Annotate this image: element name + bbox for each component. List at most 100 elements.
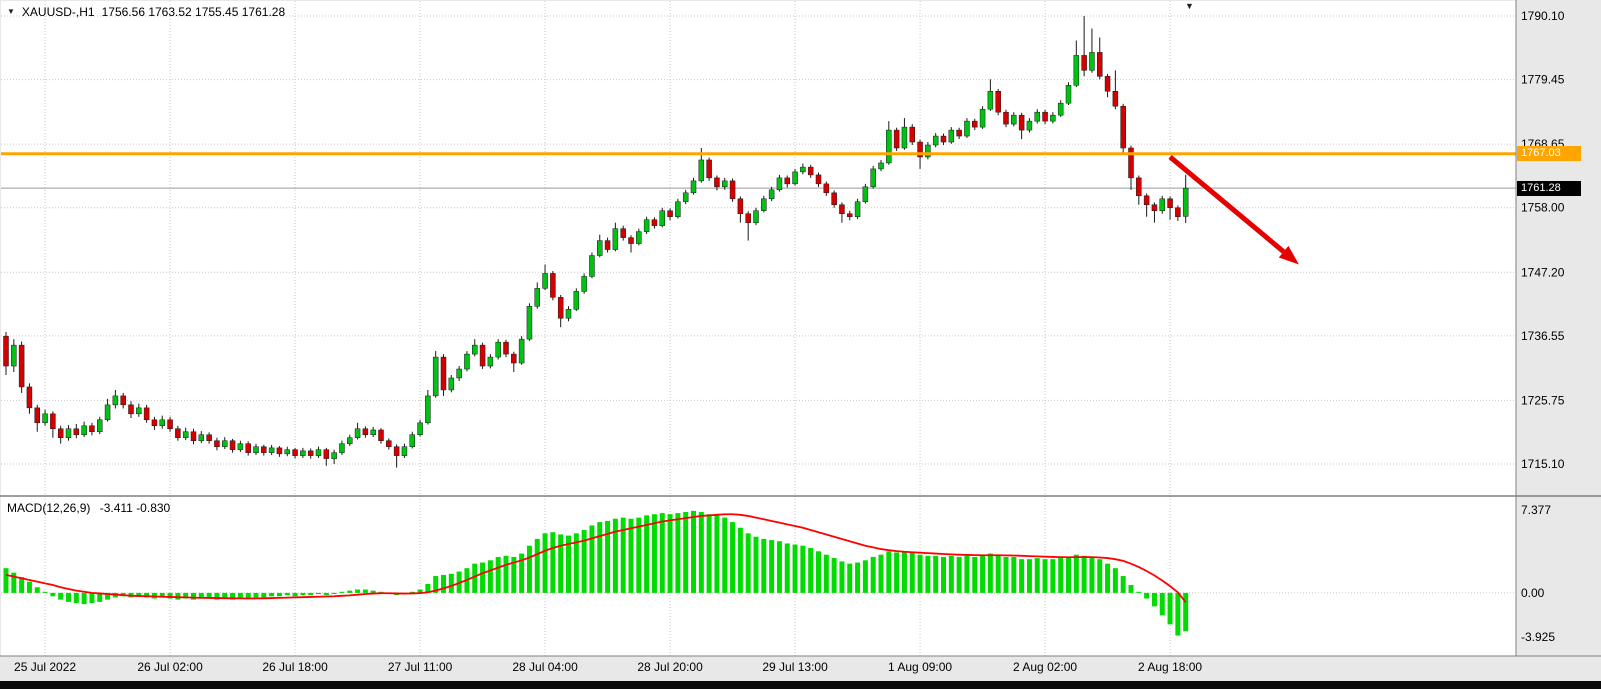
macd-histogram-bar xyxy=(1089,556,1095,593)
candle xyxy=(1167,196,1173,220)
macd-histogram-bar xyxy=(1011,556,1017,593)
candle xyxy=(432,351,439,398)
macd-histogram-bar xyxy=(1097,559,1103,593)
candle xyxy=(57,425,64,444)
macd-histogram-bar xyxy=(675,513,681,593)
macd-histogram-bar xyxy=(542,533,548,593)
macd-histogram-bar xyxy=(987,553,993,593)
candle xyxy=(659,207,665,228)
macd-histogram-bar xyxy=(1066,556,1071,593)
time-tick-label: 27 Jul 11:00 xyxy=(388,660,453,674)
time-tick-label: 1 Aug 09:00 xyxy=(888,660,952,674)
time-tick-label: 26 Jul 18:00 xyxy=(262,660,328,674)
candle xyxy=(792,168,798,186)
macd-histogram-bar xyxy=(1151,592,1157,607)
candle xyxy=(1097,37,1103,80)
annotations-layer xyxy=(1,152,1516,265)
candle xyxy=(495,339,501,360)
macd-histogram-bar xyxy=(206,592,212,599)
macd-histogram-bar xyxy=(183,592,189,599)
candle xyxy=(440,354,447,396)
macd-histogram-bar xyxy=(628,518,634,593)
macd-layer xyxy=(3,510,1189,636)
macd-histogram-bar xyxy=(214,592,220,600)
chart-symbol-timeframe: XAUUSD-,H1 xyxy=(21,5,95,19)
chart-shift-icon[interactable]: ▼ xyxy=(1185,1,1194,11)
candle xyxy=(11,339,17,373)
candle xyxy=(1151,202,1158,223)
candle xyxy=(1089,28,1095,73)
candle xyxy=(237,440,244,453)
macd-histogram-bar xyxy=(230,592,236,600)
macd-histogram-bar xyxy=(331,592,337,595)
macd-histogram-bar xyxy=(698,511,704,593)
macd-histogram-bar xyxy=(19,577,25,593)
macd-histogram-bar xyxy=(487,560,493,593)
macd-histogram-bar xyxy=(1175,592,1181,636)
candle xyxy=(753,207,759,226)
candle xyxy=(229,438,236,453)
macd-histogram-bar xyxy=(1058,558,1064,593)
macd-histogram-bar xyxy=(362,589,368,593)
macd-histogram-bar xyxy=(1144,592,1150,599)
candle xyxy=(940,133,947,146)
candle xyxy=(1057,100,1064,117)
candle xyxy=(956,127,962,140)
candle xyxy=(292,447,298,459)
candle xyxy=(425,389,431,425)
candle xyxy=(972,118,978,131)
candle xyxy=(190,428,197,445)
macd-histogram-bar xyxy=(800,545,806,593)
candle xyxy=(456,366,462,381)
macd-histogram-bar xyxy=(355,589,361,593)
macd-histogram-bar xyxy=(706,514,712,593)
candle xyxy=(534,282,540,309)
macd-histogram-bar xyxy=(792,544,798,593)
candle xyxy=(65,425,72,441)
time-tick-label: 28 Jul 20:00 xyxy=(637,660,703,674)
time-tick-label: 28 Jul 04:00 xyxy=(512,660,578,674)
candle xyxy=(487,354,494,369)
macd-histogram-bar xyxy=(222,592,228,599)
macd-histogram-bar xyxy=(11,572,17,593)
macd-histogram-bar xyxy=(870,556,876,593)
chart-title: ▼ XAUUSD-,H1 1756.56 1763.52 1755.45 176… xyxy=(7,5,285,19)
candle xyxy=(839,202,845,223)
macd-histogram-bar xyxy=(995,554,1001,593)
macd-histogram-bar xyxy=(573,533,579,593)
candle xyxy=(831,190,837,208)
macd-histogram-bar xyxy=(1159,592,1165,616)
candle xyxy=(339,440,345,456)
macd-histogram-bar xyxy=(89,592,95,604)
candle xyxy=(401,443,408,459)
macd-histogram-bar xyxy=(159,592,165,598)
macd-histogram-bar xyxy=(558,534,564,593)
candle xyxy=(128,401,134,419)
chart-collapse-icon[interactable]: ▼ xyxy=(7,7,15,16)
macd-histogram-bar xyxy=(136,592,142,597)
candle xyxy=(1182,174,1189,223)
candle xyxy=(50,411,56,438)
candle xyxy=(1175,205,1181,221)
macd-histogram-bar xyxy=(441,574,446,593)
candle xyxy=(393,444,400,468)
macd-histogram-bar xyxy=(714,515,720,593)
candle xyxy=(1120,103,1126,154)
candle xyxy=(1136,175,1142,205)
macd-histogram-bar xyxy=(1183,592,1189,632)
macd-histogram-bar xyxy=(503,555,509,593)
candle xyxy=(651,217,658,229)
macd-histogram-bar xyxy=(667,514,673,593)
candle xyxy=(909,124,915,146)
trend-arrow[interactable] xyxy=(1168,155,1286,254)
macd-histogram-bar xyxy=(566,535,571,593)
candle xyxy=(104,398,111,422)
macd-histogram-bar xyxy=(167,592,173,599)
macd-histogram-bar xyxy=(589,525,595,593)
candle xyxy=(1112,70,1119,110)
candle xyxy=(925,142,931,160)
macd-signal-line xyxy=(5,513,1187,603)
macd-histogram-bar xyxy=(3,568,9,593)
macd-histogram-bar xyxy=(886,551,892,593)
